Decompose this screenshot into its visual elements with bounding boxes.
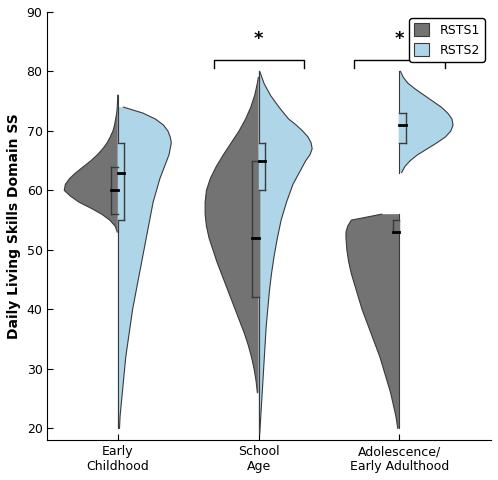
Legend: RSTS1, RSTS2: RSTS1, RSTS2: [409, 18, 485, 62]
Polygon shape: [346, 214, 399, 428]
Text: *: *: [395, 30, 404, 48]
Polygon shape: [205, 77, 258, 393]
Polygon shape: [118, 107, 171, 428]
Y-axis label: Daily Living Skills Domain SS: Daily Living Skills Domain SS: [7, 113, 21, 339]
Polygon shape: [64, 95, 118, 232]
Text: *: *: [254, 30, 263, 48]
Polygon shape: [399, 72, 453, 172]
Polygon shape: [258, 72, 312, 434]
